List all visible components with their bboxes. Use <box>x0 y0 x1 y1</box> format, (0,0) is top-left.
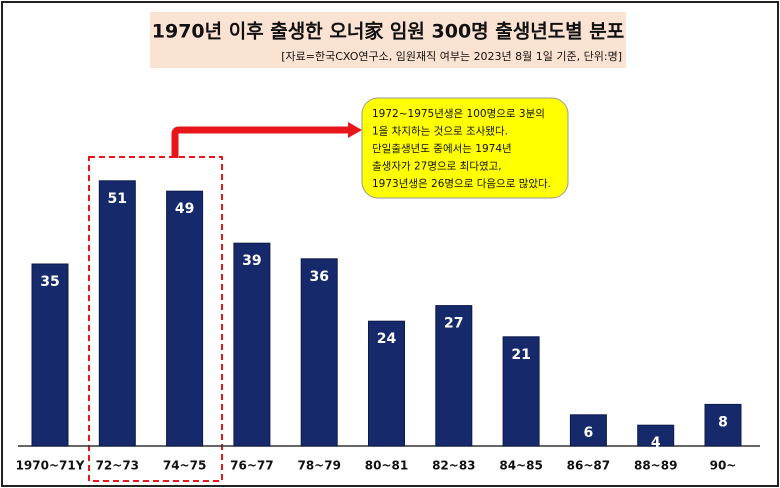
data-label: 4 <box>651 435 661 451</box>
data-label: 49 <box>175 201 194 217</box>
data-label: 24 <box>377 331 397 347</box>
data-label: 51 <box>108 191 127 207</box>
bar <box>300 258 338 447</box>
data-label: 39 <box>242 253 261 269</box>
data-label: 27 <box>444 316 463 332</box>
x-tick-label: 1970~71Y <box>16 459 85 473</box>
arrow-head <box>348 122 362 138</box>
x-tick-label: 76~77 <box>230 459 273 473</box>
annotation-line: 1을 차지하는 것으로 조사됐다. <box>372 125 508 138</box>
x-tick-label: 90~ <box>710 459 737 473</box>
bar <box>98 180 136 447</box>
x-tick-label: 74~75 <box>163 459 206 473</box>
x-tick-label: 82~83 <box>432 459 475 473</box>
data-label: 36 <box>309 269 328 285</box>
highlight-box <box>88 156 223 482</box>
data-label: 21 <box>511 347 530 363</box>
annotation-line: 1973년생은 26명으로 다음으로 많았다. <box>372 178 551 190</box>
x-tick-label: 80~81 <box>365 459 408 473</box>
data-label: 35 <box>40 274 59 290</box>
bar <box>31 263 69 447</box>
x-tick-label: 88~89 <box>634 459 677 473</box>
annotation-box <box>361 97 569 199</box>
bar <box>569 414 607 447</box>
bar <box>704 403 742 447</box>
annotation-line: 단일출생년도 중에서는 1974년 <box>372 142 512 155</box>
bar <box>637 424 675 447</box>
annotation-line: 1972~1975년생은 100명으로 3분의 <box>372 108 545 120</box>
bar <box>502 336 540 447</box>
chart-title: 1970년 이후 출생한 오너家 임원 300명 출생년도별 분포 <box>152 20 625 43</box>
bar <box>435 305 473 447</box>
x-tick-label: 78~79 <box>297 459 340 473</box>
chart-subtitle: [자료=한국CXO연구소, 임원재직 여부는 2023년 8월 1일 기준, 단… <box>281 49 622 63</box>
data-label: 6 <box>584 425 594 441</box>
bar <box>368 320 405 447</box>
data-label: 8 <box>718 414 728 430</box>
x-tick-label: 72~73 <box>96 459 139 473</box>
x-tick-label: 84~85 <box>499 459 542 473</box>
bar <box>166 190 204 447</box>
arrow <box>171 126 350 158</box>
title-box <box>150 12 626 68</box>
annotation-line: 출생자가 27명으로 최다였고, <box>372 161 502 173</box>
x-tick-label: 86~87 <box>567 459 610 473</box>
bar <box>233 242 271 447</box>
